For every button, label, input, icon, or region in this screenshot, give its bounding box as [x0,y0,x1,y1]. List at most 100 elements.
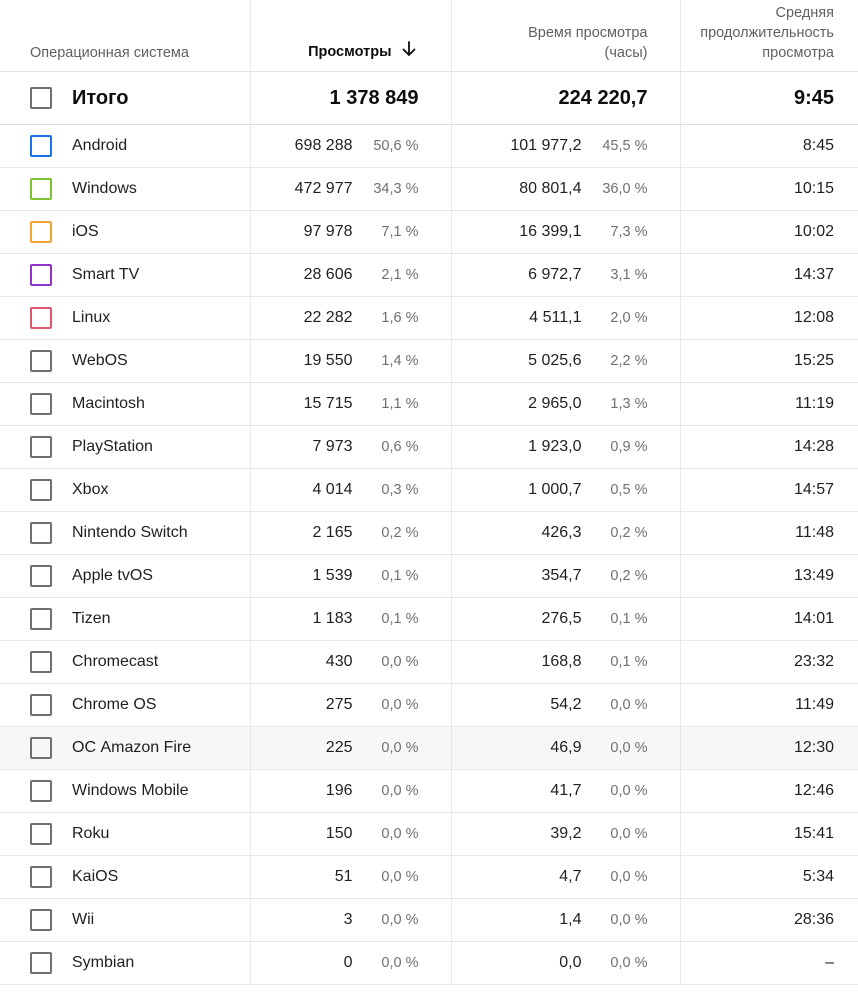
row-checkbox[interactable] [30,823,52,845]
views-percent: 0,6 % [381,439,419,455]
row-checkbox[interactable] [30,608,52,630]
row-checkbox[interactable] [30,307,52,329]
table-row[interactable]: Android 698 288 50,6 % 101 977,2 45,5 % 8:45 [0,124,858,168]
views-percent: 7,1 % [381,224,419,240]
total-label: Итого [72,86,129,109]
views-percent: 0,0 % [381,783,419,799]
views-percent: 0,0 % [381,654,419,670]
row-checkbox[interactable] [30,221,52,243]
watch-time-value: 1,4 [559,911,582,928]
os-name: Symbian [72,954,135,971]
row-checkbox[interactable] [30,393,52,415]
views-value: 430 [325,653,353,670]
table-row[interactable]: Xbox 4 014 0,3 % 1 000,7 0,5 % 14:57 [0,468,858,512]
os-name: Android [72,137,128,154]
column-header-avg-duration[interactable]: Средняя продолжительность просмотра [679,0,858,72]
total-avg-duration: 9:45 [793,86,834,109]
table-row[interactable]: Chrome OS 275 0,0 % 54,2 0,0 % 11:49 [0,683,858,727]
watch-time-percent: 0,0 % [610,697,648,713]
table-row[interactable]: Linux 22 282 1,6 % 4 511,1 2,0 % 12:08 [0,296,858,340]
os-name: Linux [72,309,111,326]
watch-time-percent: 2,0 % [610,310,648,326]
watch-time-percent: 0,0 % [610,912,648,928]
views-percent: 2,1 % [381,267,419,283]
table-row[interactable]: iOS 97 978 7,1 % 16 399,1 7,3 % 10:02 [0,210,858,254]
row-checkbox[interactable] [30,866,52,888]
column-header-views[interactable]: Просмотры [249,0,451,72]
avg-duration-value: 12:30 [793,739,834,756]
views-percent: 1,6 % [381,310,419,326]
row-checkbox[interactable] [30,350,52,372]
os-name: Chrome OS [72,696,157,713]
table-row[interactable]: Symbian 0 0,0 % 0,0 0,0 % – [0,941,858,985]
table-header-row: Операционная система Просмотры Время про… [0,0,858,72]
row-checkbox[interactable] [30,737,52,759]
table-row[interactable]: Tizen 1 183 0,1 % 276,5 0,1 % 14:01 [0,597,858,641]
table-row[interactable]: KaiOS 51 0,0 % 4,7 0,0 % 5:34 [0,855,858,899]
table-row[interactable]: Windows 472 977 34,3 % 80 801,4 36,0 % 10:15 [0,167,858,211]
total-watch-time: 224 220,7 [558,86,648,109]
views-value: 275 [325,696,353,713]
row-checkbox[interactable] [30,135,52,157]
watch-time-percent: 45,5 % [602,138,648,154]
table-row[interactable]: Macintosh 15 715 1,1 % 2 965,0 1,3 % 11:19 [0,382,858,426]
row-checkbox[interactable] [30,565,52,587]
views-percent: 0,2 % [381,525,419,541]
row-checkbox[interactable] [30,780,52,802]
table-row[interactable]: Apple tvOS 1 539 0,1 % 354,7 0,2 % 13:49 [0,554,858,598]
avg-duration-value: 28:36 [793,911,834,928]
row-checkbox[interactable] [30,694,52,716]
table-row[interactable]: ОС Amazon Fire 225 0,0 % 46,9 0,0 % 12:30 [0,726,858,770]
row-checkbox[interactable] [30,436,52,458]
watch-time-value: 2 965,0 [528,395,582,412]
row-checkbox[interactable] [30,909,52,931]
avg-duration-value: 13:49 [793,567,834,584]
arrow-down-icon[interactable] [402,41,416,63]
row-checkbox[interactable] [30,522,52,544]
watch-time-percent: 0,1 % [610,611,648,627]
table-row[interactable]: Nintendo Switch 2 165 0,2 % 426,3 0,2 % 11:48 [0,511,858,555]
row-checkbox[interactable] [30,651,52,673]
table-row[interactable]: PlayStation 7 973 0,6 % 1 923,0 0,9 % 14:28 [0,425,858,469]
views-percent: 0,0 % [381,955,419,971]
views-percent: 0,0 % [381,912,419,928]
os-name: Nintendo Switch [72,524,188,541]
watch-time-value: 16 399,1 [519,223,582,240]
row-checkbox[interactable] [30,178,52,200]
total-row: Итого 1 378 849 224 220,7 9:45 [0,71,858,125]
os-name: Xbox [72,481,109,498]
row-checkbox[interactable] [30,264,52,286]
watch-time-percent: 0,5 % [610,482,648,498]
watch-time-value: 426,3 [541,524,582,541]
views-percent: 0,0 % [381,869,419,885]
views-value: 7 973 [312,438,353,455]
table-row[interactable]: Roku 150 0,0 % 39,2 0,0 % 15:41 [0,812,858,856]
total-views: 1 378 849 [329,86,419,109]
views-value: 225 [325,739,353,756]
table-row[interactable]: Windows Mobile 196 0,0 % 41,7 0,0 % 12:46 [0,769,858,813]
total-checkbox[interactable] [30,87,52,109]
views-value: 3 [343,911,353,928]
column-header-os[interactable]: Операционная система [0,0,250,72]
views-value: 150 [325,825,353,842]
avg-duration-value: 8:45 [802,137,834,154]
table-row[interactable]: Chromecast 430 0,0 % 168,8 0,1 % 23:32 [0,640,858,684]
watch-time-percent: 0,2 % [610,525,648,541]
row-checkbox[interactable] [30,952,52,974]
avg-duration-value: 11:49 [795,696,834,713]
watch-time-percent: 0,0 % [610,826,648,842]
table-row[interactable]: WebOS 19 550 1,4 % 5 025,6 2,2 % 15:25 [0,339,858,383]
row-checkbox[interactable] [30,479,52,501]
watch-time-percent: 0,0 % [610,869,648,885]
os-name: Macintosh [72,395,145,412]
views-percent: 1,4 % [381,353,419,369]
watch-time-value: 276,5 [541,610,582,627]
views-value: 4 014 [312,481,353,498]
table-row[interactable]: Smart TV 28 606 2,1 % 6 972,7 3,1 % 14:37 [0,253,858,297]
column-header-os-label: Операционная система [30,45,189,61]
watch-time-percent: 7,3 % [610,224,648,240]
os-name: iOS [72,223,99,240]
watch-time-percent: 0,0 % [610,783,648,799]
column-header-watch-time[interactable]: Время просмотра (часы) [450,0,680,72]
table-row[interactable]: Wii 3 0,0 % 1,4 0,0 % 28:36 [0,898,858,942]
